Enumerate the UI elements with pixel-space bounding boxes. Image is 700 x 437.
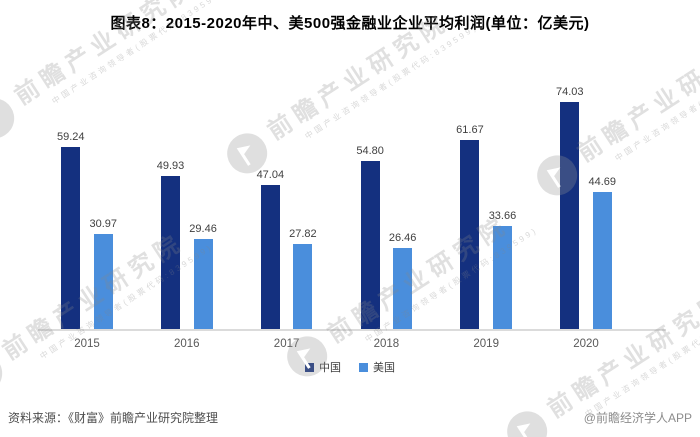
x-axis-label-2016: 2016 <box>174 338 200 350</box>
value-label-usa-2017: 27.82 <box>289 228 317 240</box>
legend-swatch-china <box>305 362 314 372</box>
bar-group-2018: 54.80 26.46 2018 <box>337 79 435 350</box>
credit-text: @前瞻经济学人APP <box>583 411 692 425</box>
x-axis-label-2017: 2017 <box>273 338 300 350</box>
x-axis-label-2018: 2018 <box>373 338 400 350</box>
value-label-usa-2019: 33.66 <box>488 210 517 222</box>
x-axis-label-2020: 2020 <box>573 338 599 350</box>
bar-group-2016: 49.93 29.46 2016 <box>138 79 236 350</box>
value-label-usa-2015: 30.97 <box>89 218 118 230</box>
source-text: 资料来源：《财富》前瞻产业研究院整理 <box>8 411 219 425</box>
legend-label-china: 中国 <box>319 362 341 374</box>
value-label-china-2017: 47.04 <box>256 169 285 181</box>
bar-usa-2019 <box>492 226 512 329</box>
bar-usa-2016 <box>193 239 213 329</box>
bar-china-2015 <box>61 147 81 329</box>
bar-usa-2015 <box>93 234 113 329</box>
value-label-china-2015: 59.24 <box>56 131 85 143</box>
legend: 中国 美国 <box>0 359 700 375</box>
bar-group-2020: 74.03 44.69 2020 <box>537 79 635 350</box>
x-axis-line <box>38 329 666 331</box>
value-label-usa-2016: 29.46 <box>189 223 217 235</box>
bar-china-2020 <box>560 102 580 329</box>
bar-china-2018 <box>360 161 380 329</box>
value-label-china-2020: 74.03 <box>555 86 584 98</box>
footer: 资料来源：《财富》前瞻产业研究院整理 @前瞻经济学人APP <box>8 409 692 426</box>
bar-china-2016 <box>161 176 181 329</box>
bar-china-2017 <box>260 185 280 329</box>
value-label-china-2018: 54.80 <box>356 145 384 157</box>
value-label-usa-2020: 44.69 <box>588 176 617 188</box>
x-axis-label-2019: 2019 <box>473 338 499 350</box>
bar-usa-2017 <box>293 244 313 329</box>
legend-swatch-usa <box>359 362 368 372</box>
bar-usa-2020 <box>592 192 612 329</box>
bar-usa-2018 <box>393 248 413 329</box>
chart-title: 图表8：2015-2020年中、美500强金融业企业平均利润(单位：亿美元) <box>110 15 590 32</box>
value-label-usa-2018: 26.46 <box>388 232 417 244</box>
value-label-china-2016: 49.93 <box>156 160 185 172</box>
bar-group-2015: 59.24 30.97 2015 <box>38 79 136 350</box>
x-axis-label-2015: 2015 <box>74 338 100 350</box>
value-label-china-2019: 61.67 <box>456 124 484 136</box>
legend-label-usa: 美国 <box>373 362 395 374</box>
legend-item-china: 中国 <box>305 359 341 375</box>
bar-group-2017: 47.04 27.82 2017 <box>238 79 336 350</box>
plot-area: 59.24 30.97 2015 49.93 <box>38 79 635 350</box>
bar-china-2019 <box>460 140 480 329</box>
legend-item-usa: 美国 <box>359 359 395 375</box>
bar-group-2019: 61.67 33.66 2019 <box>437 79 535 350</box>
bar-chart: 59.24 30.97 2015 49.93 <box>0 79 700 375</box>
